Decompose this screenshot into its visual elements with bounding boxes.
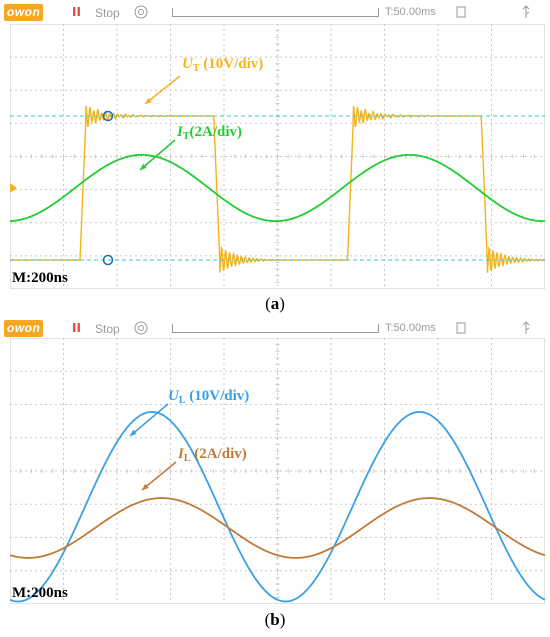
owon-logo: owon bbox=[4, 320, 44, 337]
caption-b-letter: b bbox=[270, 610, 280, 629]
usb-icon bbox=[456, 322, 466, 334]
trigger-icon bbox=[134, 5, 148, 19]
plot-area-b: UL (10V/div) IL (2A/div) bbox=[9, 337, 546, 605]
grid bbox=[9, 337, 546, 605]
pause-icon: II bbox=[72, 321, 81, 335]
timebase-bar bbox=[172, 324, 379, 333]
label-arrowhead bbox=[140, 163, 147, 170]
series-label: UL (10V/div) bbox=[168, 388, 249, 406]
label-arrow bbox=[141, 461, 177, 491]
trigger-icon bbox=[134, 321, 148, 335]
scope-header-b: owon II Stop T:50.00ms bbox=[0, 318, 550, 340]
cursor-marker-high[interactable] bbox=[102, 110, 114, 122]
scope-screen-a: UT (10V/div) IT(2A/div) M:200ns bbox=[9, 23, 546, 290]
timebase-label-b: M:200ns bbox=[12, 585, 68, 601]
time-offset-label: T:50.00ms bbox=[385, 6, 436, 18]
label-arrow bbox=[144, 75, 181, 105]
series-label: IL (2A/div) bbox=[177, 446, 247, 464]
series-line-il bbox=[9, 497, 546, 559]
label-arrowhead bbox=[145, 97, 152, 104]
trigger-level-marker[interactable] bbox=[10, 183, 17, 193]
scope-screen-b: UL (10V/div) IL (2A/div) M:200ns bbox=[9, 337, 546, 605]
panel-b: owon II Stop T:50.00ms UL (10V/div) IL (2… bbox=[0, 316, 550, 637]
series-line-it bbox=[9, 153, 546, 223]
owon-logo: owon bbox=[4, 4, 44, 21]
timebase-bar bbox=[172, 8, 379, 17]
run-state-label: Stop bbox=[95, 322, 120, 336]
cursor-marker-low[interactable] bbox=[102, 254, 114, 266]
caption-a: (a) bbox=[265, 294, 285, 313]
panel-a: owon II Stop T:50.00ms UT (10V/div) IT(2A… bbox=[0, 2, 550, 313]
series-label: UT (10V/div) bbox=[182, 56, 263, 74]
scope-header-a: owon II Stop T:50.00ms bbox=[0, 2, 550, 24]
timebase-label-a: M:200ns bbox=[12, 270, 68, 286]
series-line-ul bbox=[9, 411, 546, 603]
caption-a-letter: a bbox=[270, 294, 280, 313]
grid bbox=[9, 23, 546, 290]
battery-icon bbox=[522, 321, 530, 334]
run-state-label: Stop bbox=[95, 6, 120, 20]
label-arrowhead bbox=[142, 483, 149, 490]
usb-icon bbox=[456, 6, 466, 18]
plot-area-a: UT (10V/div) IT(2A/div) bbox=[9, 23, 546, 290]
label-arrow bbox=[129, 403, 169, 437]
time-offset-label: T:50.00ms bbox=[385, 322, 436, 334]
caption-b: (b) bbox=[264, 610, 286, 629]
label-arrow bbox=[139, 139, 176, 171]
series-label: IT(2A/div) bbox=[176, 124, 242, 142]
pause-icon: II bbox=[72, 5, 81, 19]
label-arrowhead bbox=[130, 429, 137, 436]
battery-icon bbox=[522, 5, 530, 18]
